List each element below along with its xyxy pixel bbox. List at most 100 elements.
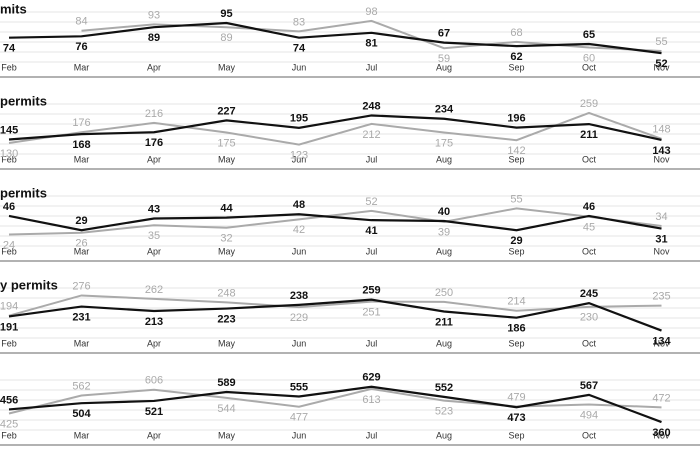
- value-label: 473: [507, 412, 525, 424]
- value-label: 186: [507, 323, 525, 335]
- value-label: 84: [75, 16, 87, 28]
- value-label: 216: [145, 108, 163, 120]
- value-label: 276: [72, 280, 90, 292]
- value-label: 544: [217, 403, 235, 415]
- value-label: 175: [217, 137, 235, 149]
- value-label: 523: [435, 406, 453, 418]
- value-label: 191: [0, 321, 18, 333]
- value-label: 26: [75, 238, 87, 250]
- month-label: May: [218, 154, 236, 164]
- month-label: May: [218, 246, 236, 256]
- month-label: Mar: [74, 430, 90, 440]
- value-label: 81: [365, 38, 377, 50]
- month-label: Apr: [147, 62, 161, 72]
- value-label: 629: [362, 372, 380, 384]
- value-label: 213: [145, 316, 163, 328]
- value-label: 40: [438, 206, 450, 218]
- series-line: [8, 298, 662, 332]
- value-label: 606: [145, 375, 163, 387]
- month-label: Nov: [653, 246, 670, 256]
- value-label: 214: [507, 296, 525, 308]
- value-label: 95: [220, 8, 232, 20]
- value-label: 142: [507, 145, 525, 157]
- value-label: 55: [510, 193, 522, 205]
- value-label: 35: [148, 230, 160, 242]
- value-label: 211: [580, 129, 598, 141]
- month-label: Jun: [292, 62, 307, 72]
- value-label: 259: [580, 98, 598, 110]
- value-label: 250: [435, 287, 453, 299]
- value-label: 223: [217, 313, 235, 325]
- value-label: 93: [148, 9, 160, 21]
- value-label: 46: [583, 201, 595, 213]
- value-label: 43: [148, 203, 160, 215]
- series-line: [8, 207, 662, 236]
- value-label: 262: [145, 284, 163, 296]
- value-label: 32: [220, 233, 232, 245]
- value-label: 231: [72, 311, 90, 323]
- value-label: 83: [293, 16, 305, 28]
- month-label: Jul: [366, 62, 378, 72]
- value-label: 74: [3, 43, 16, 55]
- month-label: Jun: [292, 338, 307, 348]
- value-label: 494: [580, 409, 598, 421]
- month-label: Nov: [653, 154, 670, 164]
- value-label: 123: [290, 150, 308, 162]
- month-label: Mar: [74, 246, 90, 256]
- value-label: 67: [438, 28, 450, 40]
- value-label: 175: [435, 137, 453, 149]
- month-label: May: [218, 62, 236, 72]
- month-label: Feb: [1, 246, 17, 256]
- value-label: 251: [362, 307, 380, 319]
- value-label: 29: [75, 215, 87, 227]
- panel-title: mits: [0, 1, 27, 16]
- value-label: 44: [220, 203, 233, 215]
- value-label: 59: [438, 53, 450, 65]
- value-label: 472: [652, 392, 670, 404]
- month-label: Nov: [653, 338, 670, 348]
- month-label: Jul: [366, 430, 378, 440]
- value-label: 60: [583, 52, 595, 64]
- value-label: 248: [217, 287, 235, 299]
- value-label: 238: [290, 290, 308, 302]
- month-label: May: [218, 338, 236, 348]
- value-label: 521: [145, 406, 163, 418]
- value-label: 562: [72, 380, 90, 392]
- value-label: 360: [652, 427, 670, 439]
- month-label: Jun: [292, 430, 307, 440]
- value-label: 196: [507, 113, 525, 125]
- series-line: [8, 294, 662, 317]
- month-label: Mar: [74, 338, 90, 348]
- month-label: Nov: [653, 62, 670, 72]
- value-label: 552: [435, 382, 453, 394]
- panel-title: permits: [0, 185, 47, 200]
- month-label: Aug: [436, 338, 452, 348]
- month-label: Sep: [508, 338, 524, 348]
- value-label: 98: [365, 6, 377, 18]
- panel-title: y permits: [0, 277, 58, 292]
- value-label: 456: [0, 394, 18, 406]
- month-label: Apr: [147, 338, 161, 348]
- value-label: 230: [580, 312, 598, 324]
- value-label: 477: [290, 412, 308, 424]
- month-label: Apr: [147, 246, 161, 256]
- value-label: 130: [0, 148, 18, 160]
- series-line: [8, 114, 662, 142]
- value-label: 46: [3, 201, 15, 213]
- month-label: Oct: [582, 62, 597, 72]
- value-label: 89: [220, 32, 232, 44]
- month-label: Sep: [508, 154, 524, 164]
- value-label: 567: [580, 380, 598, 392]
- month-label: Sep: [508, 246, 524, 256]
- value-label: 24: [3, 239, 15, 251]
- value-label: 89: [148, 32, 160, 44]
- value-label: 29: [510, 235, 522, 247]
- value-label: 52: [655, 58, 667, 70]
- panel-title: permits: [0, 93, 47, 108]
- value-label: 68: [510, 27, 522, 39]
- value-label: 145: [0, 124, 18, 136]
- month-label: Sep: [508, 430, 524, 440]
- value-label: 235: [652, 290, 670, 302]
- value-label: 168: [72, 139, 90, 151]
- month-label: Feb: [1, 430, 17, 440]
